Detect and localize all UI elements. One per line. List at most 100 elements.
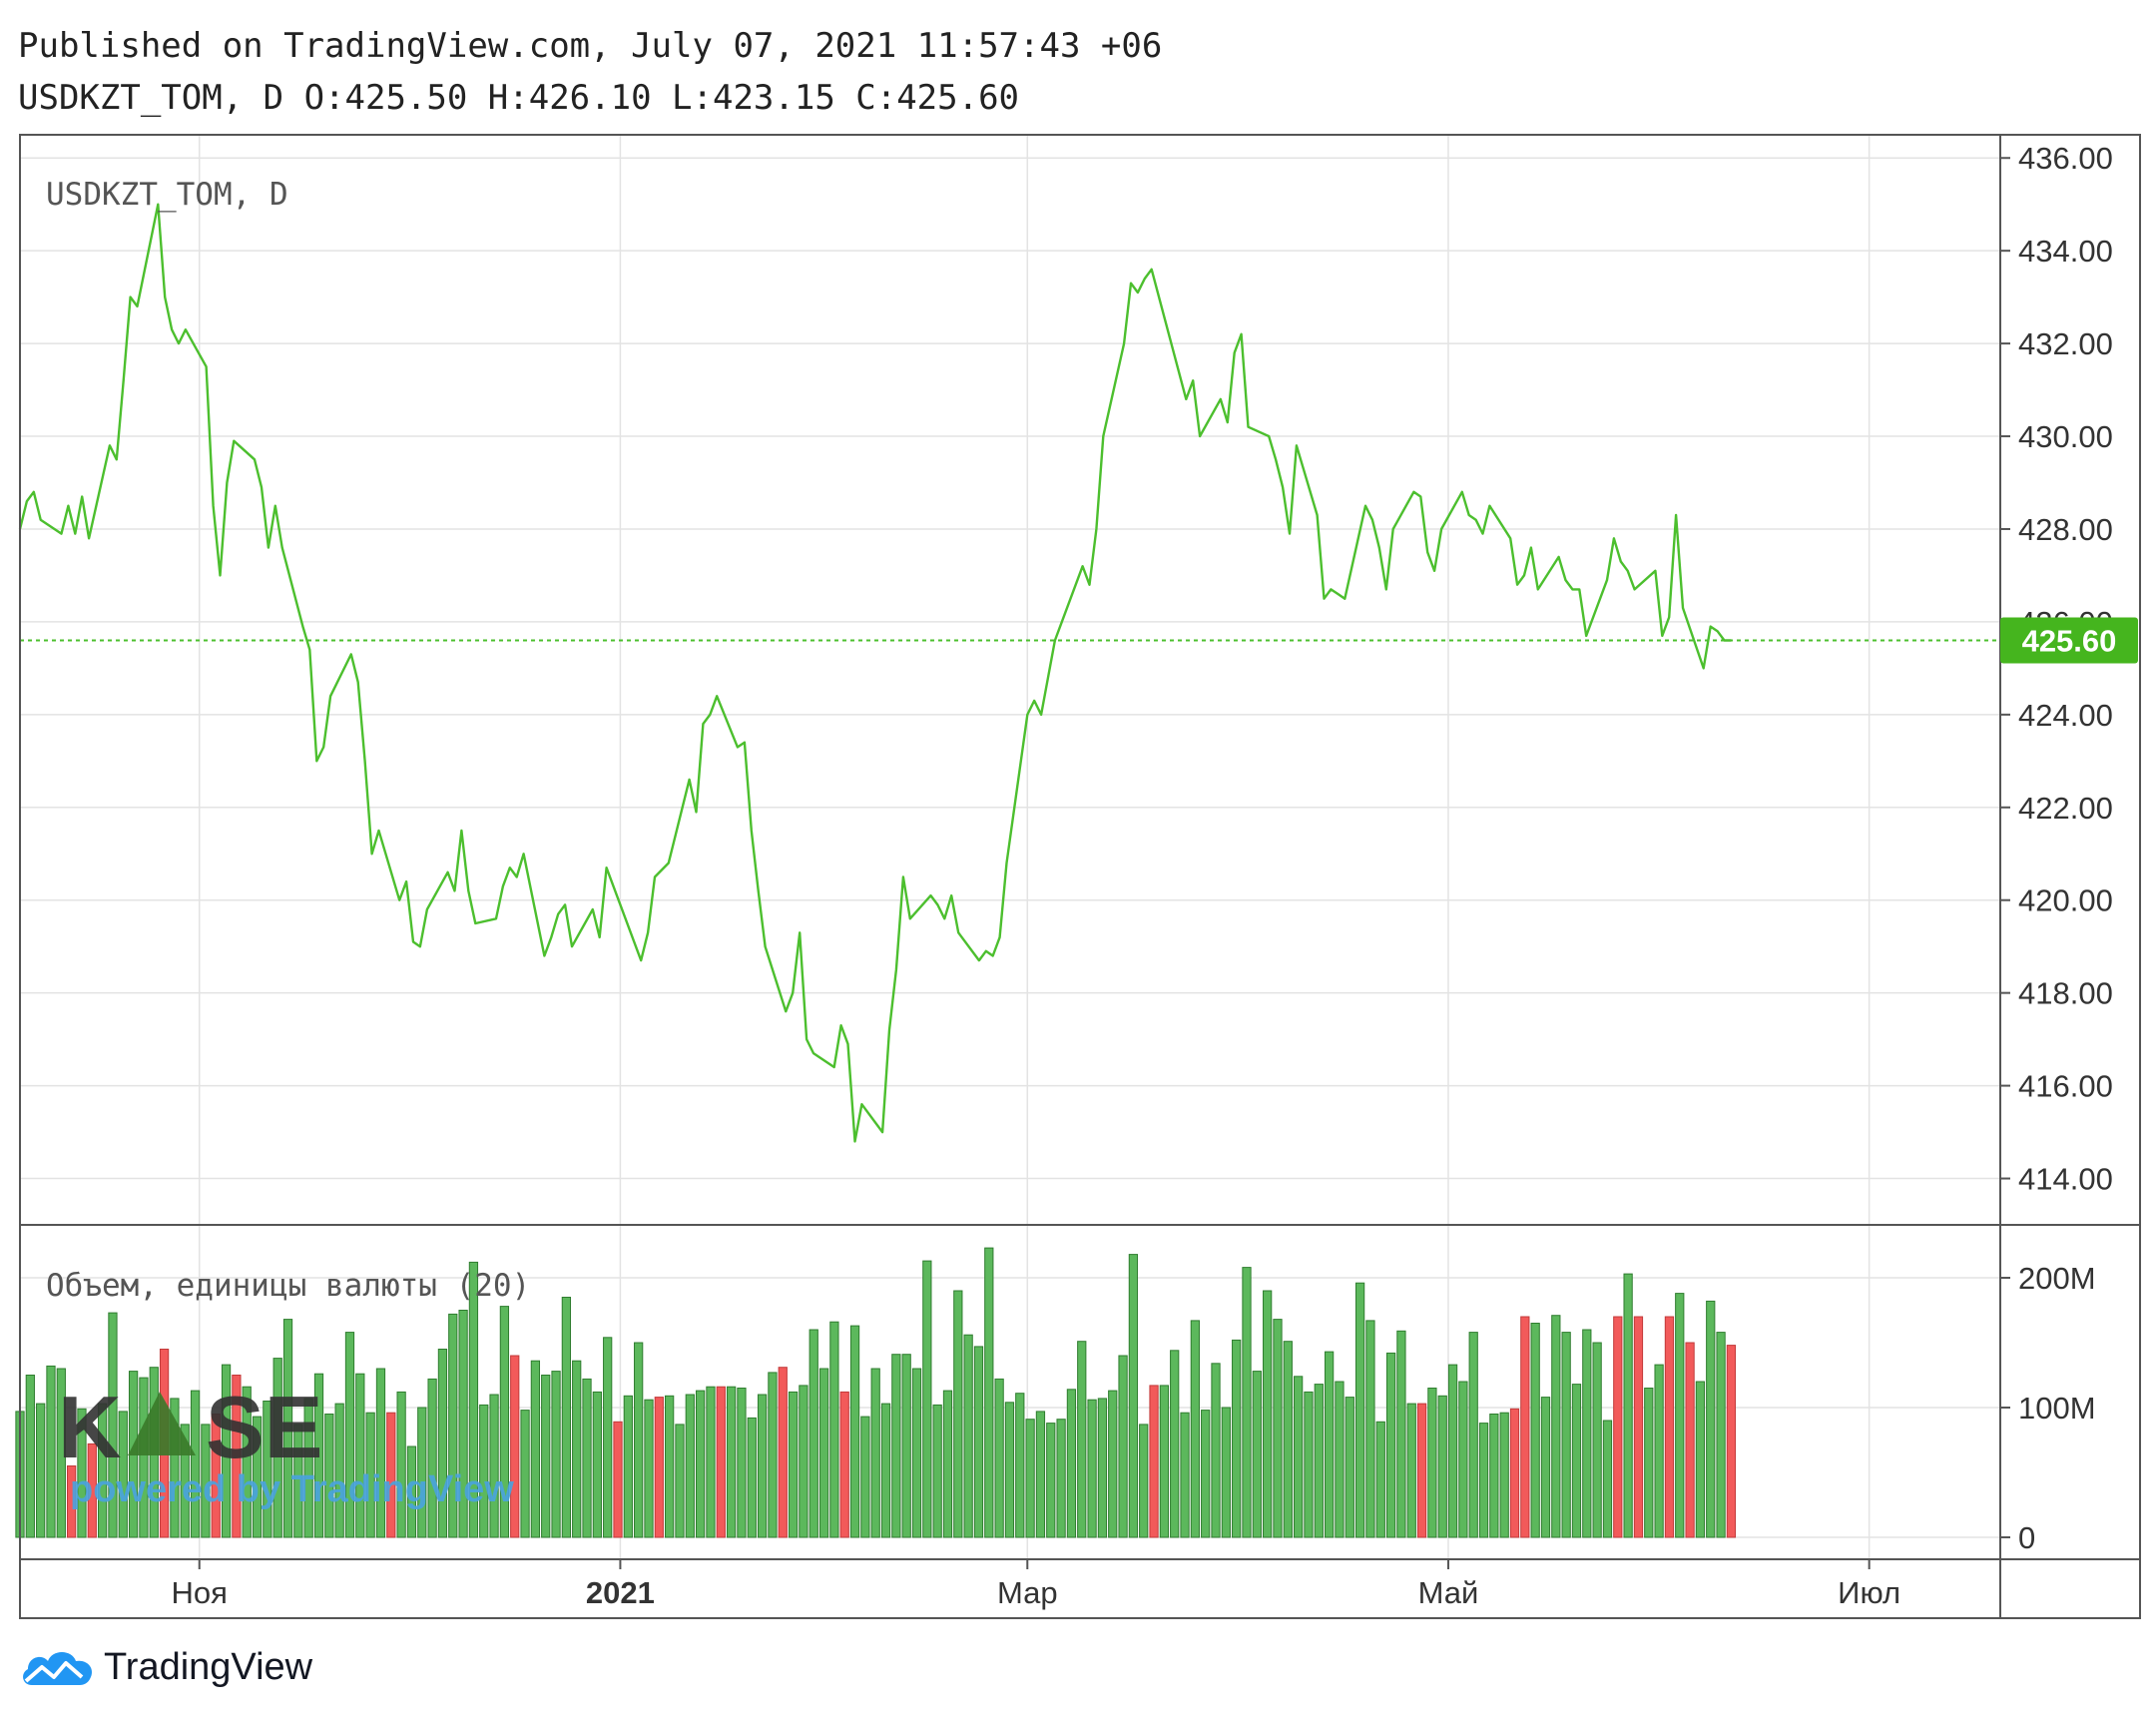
volume-bar — [139, 1377, 149, 1538]
volume-bar — [510, 1355, 520, 1538]
volume-bar — [808, 1329, 818, 1538]
volume-bar — [468, 1261, 479, 1538]
volume-tick-label: 0 — [2018, 1520, 2035, 1555]
volume-bar — [344, 1332, 355, 1538]
volume-bar — [334, 1403, 344, 1538]
volume-bar — [1345, 1397, 1354, 1538]
volume-bar — [716, 1386, 726, 1538]
kase-watermark-logo: K SE powered by TradingView — [58, 1378, 514, 1510]
volume-bar — [942, 1390, 953, 1538]
volume-bar — [77, 1408, 87, 1538]
volume-bars — [15, 1247, 1737, 1538]
volume-bar — [1499, 1412, 1509, 1538]
volume-bar — [499, 1306, 510, 1538]
volume-bar — [170, 1398, 180, 1538]
volume-bar — [1273, 1319, 1283, 1538]
chart-legend-title: USDKZT_TOM, D — [46, 177, 288, 213]
volume-bar — [1190, 1320, 1200, 1538]
volume-bar — [1551, 1315, 1561, 1538]
volume-bar — [1561, 1332, 1571, 1538]
time-tick-label: Мар — [997, 1575, 1058, 1610]
volume-bar — [1675, 1293, 1685, 1538]
volume-bar — [623, 1395, 633, 1538]
svg-text:SE: SE — [206, 1378, 322, 1476]
volume-bar — [375, 1368, 386, 1538]
volume-bar — [1685, 1342, 1695, 1538]
volume-bar — [582, 1378, 592, 1538]
price-tick-label: 424.00 — [2018, 698, 2113, 733]
volume-bar — [675, 1424, 685, 1538]
time-tick-label: Июл — [1838, 1575, 1900, 1610]
volume-bar — [1623, 1273, 1633, 1538]
volume-bar — [1602, 1420, 1613, 1538]
price-tick-label: 416.00 — [2018, 1069, 2113, 1104]
volume-bar — [303, 1398, 313, 1538]
svg-text:K: K — [58, 1378, 128, 1476]
volume-bar — [665, 1395, 675, 1538]
volume-bar — [1654, 1364, 1664, 1538]
volume-bar — [118, 1411, 128, 1538]
time-tick-label: Май — [1418, 1575, 1479, 1610]
volume-bar — [1087, 1399, 1097, 1538]
volume-bar — [860, 1416, 870, 1538]
last-price-tag: 425.60 — [2000, 617, 2138, 664]
volume-bar — [1077, 1341, 1087, 1538]
volume-bar — [922, 1260, 932, 1538]
volume-bar — [365, 1412, 375, 1538]
volume-bar — [1066, 1389, 1077, 1538]
chart-frame — [19, 134, 2141, 1619]
price-tick-label: 436.00 — [2018, 141, 2113, 176]
volume-bar — [211, 1414, 221, 1538]
volume-bar — [984, 1247, 994, 1538]
volume-bar — [1097, 1398, 1108, 1538]
volume-bar — [1004, 1402, 1015, 1538]
price-tick-label: 422.00 — [2018, 791, 2113, 826]
volume-bar — [541, 1375, 551, 1538]
price-tick-label: 414.00 — [2018, 1162, 2113, 1197]
volume-bar — [1252, 1371, 1262, 1538]
volume-bar — [1716, 1332, 1726, 1538]
volume-bar — [654, 1397, 664, 1538]
volume-bar — [1108, 1390, 1118, 1538]
volume-bar — [932, 1404, 942, 1538]
volume-bar — [634, 1342, 644, 1538]
volume-bar — [551, 1371, 561, 1538]
volume-bar — [592, 1391, 602, 1538]
tradingview-brand[interactable]: TradingView — [18, 1645, 312, 1689]
volume-bar — [67, 1465, 77, 1538]
volume-bar — [1025, 1419, 1035, 1538]
volume-tick-label: 200M — [2018, 1261, 2096, 1296]
volume-bar — [1046, 1423, 1056, 1538]
volume-bar — [1170, 1350, 1180, 1538]
volume-bar — [561, 1297, 571, 1538]
volume-bar — [1128, 1254, 1139, 1538]
volume-bar — [1406, 1403, 1416, 1538]
volume-bar — [458, 1310, 468, 1538]
watermark-tagline: powered by TradingView — [70, 1468, 514, 1510]
volume-bar — [1354, 1282, 1365, 1538]
volume-bar — [1530, 1323, 1540, 1538]
volume-bar — [613, 1421, 623, 1538]
volume-bar — [489, 1394, 499, 1538]
volume-bar — [1294, 1376, 1304, 1538]
volume-bar — [87, 1442, 97, 1538]
volume-bar — [1489, 1414, 1499, 1538]
time-grid — [198, 135, 1871, 1559]
volume-bar — [406, 1445, 417, 1538]
volume-bar — [1242, 1267, 1252, 1538]
volume-bar — [644, 1399, 654, 1538]
last-price-tag-bg — [2000, 617, 2138, 664]
volume-bar — [1706, 1300, 1716, 1538]
volume-bar — [1385, 1352, 1396, 1538]
price-grid — [20, 157, 2000, 1180]
volume-bar — [1695, 1381, 1706, 1538]
volume-bar — [1139, 1424, 1149, 1538]
volume-bar — [1015, 1393, 1025, 1538]
volume-bar — [355, 1373, 365, 1538]
volume-bar — [190, 1390, 201, 1538]
volume-bar — [1520, 1316, 1530, 1538]
volume-bar — [757, 1394, 768, 1538]
price-line — [18, 203, 1732, 1143]
volume-bar — [1221, 1407, 1231, 1538]
